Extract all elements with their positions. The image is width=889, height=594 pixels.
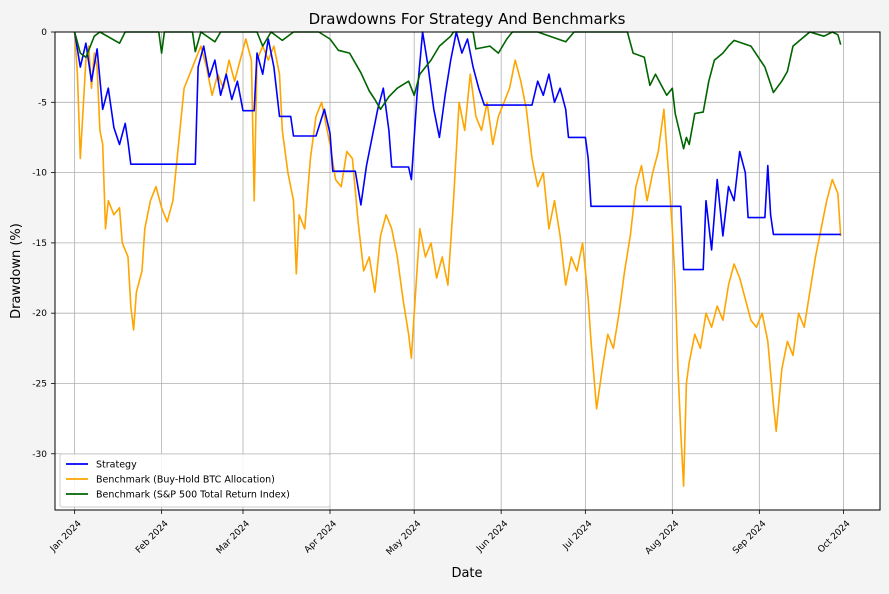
series-layer (73, 31, 842, 487)
legend-label: Strategy (96, 460, 137, 471)
plot-frame (54, 31, 881, 511)
y-tick-label: -10 (32, 169, 47, 179)
chart-title: Drawdowns For Strategy And Benchmarks (309, 10, 626, 28)
series-line-2 (73, 31, 842, 487)
y-axis-ticks: 0 -5 -10 -15 -20 -25 -30 (32, 28, 55, 460)
y-tick-label: 0 (41, 28, 47, 38)
y-tick-label: -25 (32, 379, 47, 389)
legend: Strategy Benchmark (Buy-Hold BTC Allocati… (59, 453, 331, 508)
legend-label: Benchmark (Buy-Hold BTC Allocation) (96, 475, 275, 486)
y-axis-label: Drawdown (%) (9, 223, 24, 319)
plot-background (55, 32, 880, 510)
y-tick-label: -30 (32, 450, 47, 460)
series-line-1 (73, 31, 841, 271)
y-tick-label: -15 (32, 239, 47, 249)
series-line-3 (73, 31, 842, 150)
legend-label: Benchmark (S&P 500 Total Return Index) (96, 490, 290, 501)
y-tick-label: -20 (32, 309, 47, 319)
y-tick-label: -5 (38, 98, 47, 108)
legend-box (59, 453, 331, 508)
x-axis-label: Date (451, 566, 482, 581)
